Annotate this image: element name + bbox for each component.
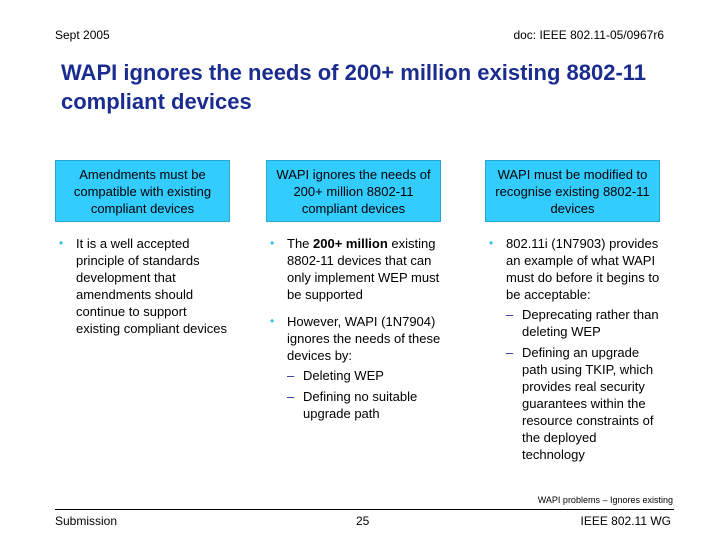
topic-note: WAPI problems – Ignores existing bbox=[537, 495, 673, 505]
footer-submission: Submission bbox=[55, 514, 118, 528]
bullet-list: • 802.11i (1N7903) provides an example o… bbox=[485, 235, 660, 463]
bullet-list: • It is a well accepted principle of sta… bbox=[55, 235, 230, 337]
dash-icon: – bbox=[506, 307, 514, 322]
sub-bullet-item: – Defining an upgrade path using TKIP, w… bbox=[506, 344, 660, 463]
bullet-item: • It is a well accepted principle of sta… bbox=[55, 235, 230, 337]
column-heading-box: Amendments must be compatible with exist… bbox=[55, 160, 230, 222]
sub-bullet-item: – Deprecating rather than deleting WEP bbox=[506, 306, 660, 340]
column-heading-box: WAPI must be modified to recognise exist… bbox=[485, 160, 660, 222]
header-doc-id: doc: IEEE 802.11-05/0967r6 bbox=[513, 28, 664, 42]
bullet-icon: • bbox=[59, 236, 64, 250]
sub-bullet-item: – Deleting WEP bbox=[287, 367, 441, 384]
sub-bullet-text: Defining an upgrade path using TKIP, whi… bbox=[522, 345, 654, 462]
footer-org: IEEE 802.11 WG bbox=[580, 514, 672, 528]
column-wapi-modified: WAPI must be modified to recognise exist… bbox=[485, 160, 660, 473]
dash-icon: – bbox=[287, 368, 295, 383]
bullet-icon: • bbox=[270, 314, 275, 328]
bullet-text: 802.11i (1N7903) provides an example of … bbox=[506, 236, 660, 302]
slide-title: WAPI ignores the needs of 200+ million e… bbox=[61, 60, 647, 114]
column-wapi-ignores: WAPI ignores the needs of 200+ million 8… bbox=[266, 160, 441, 432]
page-number: 25 bbox=[356, 514, 370, 528]
sub-bullet-text: Deprecating rather than deleting WEP bbox=[522, 307, 659, 339]
column-heading-box: WAPI ignores the needs of 200+ million 8… bbox=[266, 160, 441, 222]
bullet-item: • However, WAPI (1N7904) ignores the nee… bbox=[266, 313, 441, 422]
bullet-text: However, WAPI (1N7904) ignores the needs… bbox=[287, 314, 441, 363]
dash-icon: – bbox=[287, 389, 295, 404]
bullet-list: • The 200+ million existing 8802-11 devi… bbox=[266, 235, 441, 422]
bullet-text: It is a well accepted principle of stand… bbox=[76, 236, 228, 336]
bullet-item: • The 200+ million existing 8802-11 devi… bbox=[266, 235, 441, 303]
dash-icon: – bbox=[506, 345, 514, 360]
bullet-text-post: existing 8802-11 devices that can only i… bbox=[287, 236, 440, 302]
bullet-text-bold: 200+ million bbox=[313, 236, 388, 251]
sub-bullet-text: Defining no suitable upgrade path bbox=[303, 389, 418, 421]
bullet-item: • 802.11i (1N7903) provides an example o… bbox=[485, 235, 660, 463]
bullet-icon: • bbox=[270, 236, 275, 250]
footer-divider bbox=[55, 509, 674, 510]
sub-bullet-item: – Defining no suitable upgrade path bbox=[287, 388, 441, 422]
bullet-text-pre: The bbox=[287, 236, 314, 251]
sub-bullet-text: Deleting WEP bbox=[303, 368, 384, 383]
column-compatibility: Amendments must be compatible with exist… bbox=[55, 160, 230, 347]
header-date: Sept 2005 bbox=[55, 28, 110, 42]
bullet-icon: • bbox=[489, 236, 494, 250]
